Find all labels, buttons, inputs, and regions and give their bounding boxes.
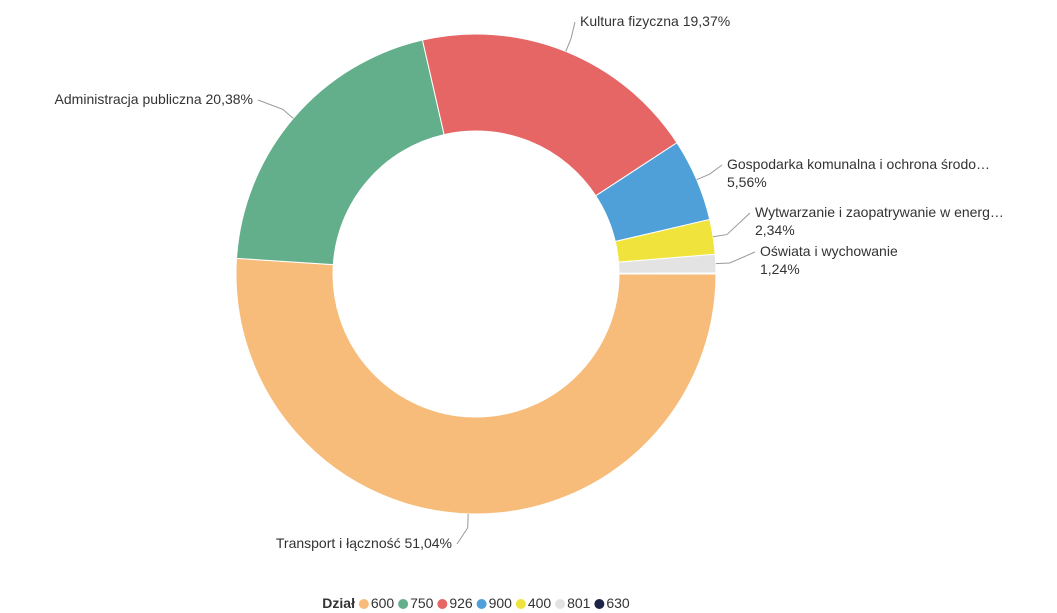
- label-value: 5,56%: [727, 174, 767, 190]
- leader-line: [456, 513, 469, 545]
- label-name: Transport i łączność: [276, 535, 401, 551]
- legend-marker: [437, 599, 448, 609]
- label-name: Gospodarka komunalna i ochrona środo…: [727, 156, 990, 172]
- label-name: Administracja publiczna: [55, 91, 202, 107]
- leader-line: [257, 99, 294, 119]
- legend: Dział 600 750 926 900 400 801 630: [322, 595, 630, 611]
- label-value: 19,37%: [683, 13, 730, 29]
- legend-marker: [515, 599, 526, 609]
- label-name: Oświata i wychowanie: [760, 243, 898, 259]
- data-label: Transport i łączność 51,04%: [276, 535, 452, 551]
- data-label: Wytwarzanie i zaopatrywanie w energ… 2,34…: [755, 204, 1004, 238]
- label-name: Wytwarzanie i zaopatrywanie w energ…: [755, 204, 1004, 220]
- data-label: Oświata i wychowanie 1,24%: [760, 243, 898, 277]
- leader-line: [696, 164, 723, 181]
- legend-marker: [358, 599, 369, 609]
- legend-label: 400: [528, 595, 552, 611]
- label-value: 51,04%: [405, 535, 452, 551]
- legend-marker: [476, 599, 487, 609]
- label-value: 1,24%: [760, 261, 800, 277]
- legend-marker: [594, 599, 605, 609]
- legend-marker: [555, 599, 566, 609]
- donut-segment: [235, 39, 445, 266]
- donut-segment: [421, 33, 678, 197]
- legend-label: 750: [410, 595, 434, 611]
- legend-label: 926: [449, 595, 473, 611]
- legend-label: 630: [606, 595, 630, 611]
- leader-line: [715, 251, 756, 265]
- leader-line: [565, 21, 576, 52]
- label-value: 2,34%: [755, 222, 795, 238]
- donut-segment: [618, 272, 717, 275]
- legend-label: 801: [567, 595, 591, 611]
- label-name: Kultura fizyczna: [580, 13, 679, 29]
- legend-title: Dział: [322, 595, 355, 611]
- legend-label: 600: [371, 595, 395, 611]
- data-label: Gospodarka komunalna i ochrona środo… 5,5…: [727, 156, 990, 190]
- label-value: 20,38%: [206, 91, 253, 107]
- legend-label: 900: [489, 595, 513, 611]
- data-label: Kultura fizyczna 19,37%: [580, 13, 730, 29]
- legend-marker: [398, 599, 409, 609]
- donut-segment: [235, 257, 717, 515]
- data-label: Administracja publiczna 20,38%: [55, 91, 253, 107]
- leader-line: [713, 212, 751, 238]
